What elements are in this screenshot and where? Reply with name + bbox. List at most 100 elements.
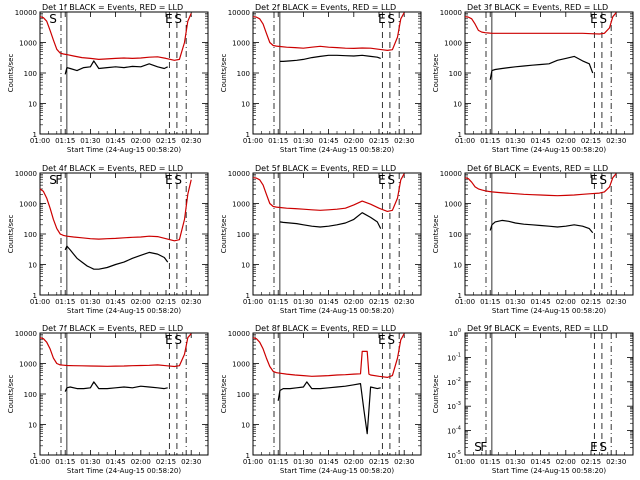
y-axis-label: Counts/sec bbox=[7, 54, 15, 93]
x-tick-label: 01:45 bbox=[531, 298, 551, 306]
y-tick-label: 10 bbox=[28, 101, 37, 109]
y-tick-label: 1 bbox=[458, 131, 462, 139]
y-tick-label: 1 bbox=[246, 452, 250, 460]
x-tick-label: 01:00 bbox=[243, 137, 263, 145]
marker-label: S bbox=[599, 173, 607, 187]
y-tick-label: 1000 bbox=[232, 361, 250, 369]
x-tick-label: 02:30 bbox=[606, 458, 626, 466]
y-tick-label: 1000 bbox=[19, 40, 37, 48]
x-axis-label: Start Time (24-Aug-15 00:58:20) bbox=[492, 146, 606, 154]
marker-label: S bbox=[599, 12, 607, 26]
panel-det-5f: Det 5f BLACK = Events, RED = LLD 1 10 100 10… bbox=[220, 164, 422, 315]
x-tick-label: 01:15 bbox=[55, 458, 75, 466]
x-tick-label: 01:00 bbox=[455, 458, 475, 466]
x-tick-label: 01:30 bbox=[293, 137, 313, 145]
y-tick-label: 1000 bbox=[444, 40, 462, 48]
x-tick-label: 01:00 bbox=[243, 298, 263, 306]
y-tick-label: 100 bbox=[237, 231, 250, 239]
y-tick-label: 100 bbox=[449, 70, 462, 78]
lld-series-line bbox=[464, 12, 617, 35]
x-axis-label: Start Time (24-Aug-15 00:58:20) bbox=[280, 467, 394, 475]
x-tick-label: 01:15 bbox=[55, 137, 75, 145]
x-tick-label: 02:30 bbox=[394, 298, 414, 306]
panel-title: Det 1f BLACK = Events, RED = LLD bbox=[42, 3, 183, 12]
x-tick-label: 01:45 bbox=[319, 458, 339, 466]
y-tick-label: 1000 bbox=[19, 201, 37, 209]
x-tick-label: 01:30 bbox=[293, 298, 313, 306]
panel-title: Det 4f BLACK = Events, RED = LLD bbox=[42, 164, 183, 173]
x-tick-label: 01:00 bbox=[455, 137, 475, 145]
panel-det-4f: Det 4f BLACK = Events, RED = LLD 1 10 100 10… bbox=[7, 164, 209, 315]
marker-label: E bbox=[378, 333, 386, 347]
x-axis-label: Start Time (24-Aug-15 00:58:20) bbox=[492, 307, 606, 315]
y-axis-label: Counts/sec bbox=[7, 215, 15, 254]
x-tick-label: 02:30 bbox=[181, 458, 201, 466]
y-axis-label: Counts/sec bbox=[220, 375, 228, 414]
x-tick-label: 01:15 bbox=[480, 137, 500, 145]
y-tick-label: 1000 bbox=[232, 201, 250, 209]
x-tick-label: 01:00 bbox=[30, 458, 50, 466]
x-tick-label: 02:30 bbox=[394, 137, 414, 145]
plot-frame bbox=[39, 172, 209, 296]
y-tick-label: 10000 bbox=[440, 9, 462, 17]
x-tick-label: 02:30 bbox=[181, 137, 201, 145]
x-axis-label: Start Time (24-Aug-15 00:58:20) bbox=[67, 146, 181, 154]
marker-label: S bbox=[474, 440, 482, 454]
panel-title: Det 3f BLACK = Events, RED = LLD bbox=[467, 3, 608, 12]
y-tick-label: 10-1 bbox=[447, 352, 461, 362]
marker-label: S bbox=[599, 440, 607, 454]
panel-det-1f: Det 1f BLACK = Events, RED = LLD 1 10 100 10… bbox=[7, 3, 209, 154]
y-tick-label: 10 bbox=[453, 262, 462, 270]
y-axis-label: Counts/sec bbox=[432, 375, 440, 414]
events-series-line bbox=[489, 219, 594, 234]
events-series-line bbox=[64, 381, 168, 392]
y-tick-label: 10-3 bbox=[447, 401, 461, 411]
y-tick-label: 1 bbox=[33, 131, 37, 139]
x-tick-label: 01:45 bbox=[106, 137, 126, 145]
x-tick-label: 02:00 bbox=[131, 137, 151, 145]
x-tick-label: 01:00 bbox=[243, 458, 263, 466]
y-tick-label: 10000 bbox=[15, 170, 37, 178]
y-tick-label: 10000 bbox=[15, 9, 37, 17]
x-tick-label: 01:45 bbox=[319, 298, 339, 306]
lld-series-line bbox=[39, 179, 192, 242]
y-axis-label: Counts/sec bbox=[432, 54, 440, 93]
panel-title: Det 5f BLACK = Events, RED = LLD bbox=[255, 164, 396, 173]
plot-frame bbox=[252, 172, 422, 296]
y-tick-label: 1000 bbox=[19, 361, 37, 369]
x-tick-label: 02:00 bbox=[556, 458, 576, 466]
x-tick-label: 01:30 bbox=[80, 458, 100, 466]
x-tick-label: 02:00 bbox=[556, 298, 576, 306]
x-tick-label: 01:15 bbox=[55, 298, 75, 306]
x-tick-label: 02:00 bbox=[344, 458, 364, 466]
panel-title: Det 2f BLACK = Events, RED = LLD bbox=[255, 3, 396, 12]
lld-series-line bbox=[252, 333, 405, 378]
x-tick-label: 02:30 bbox=[606, 298, 626, 306]
panel-title: Det 8f BLACK = Events, RED = LLD bbox=[255, 324, 396, 333]
y-tick-label: 10 bbox=[241, 262, 250, 270]
y-axis-label: Counts/sec bbox=[220, 54, 228, 93]
panel-title: Det 9f BLACK = Events, RED = LLD bbox=[467, 324, 608, 333]
panel-det-6f: Det 6f BLACK = Events, RED = LLD 1 10 100 10… bbox=[432, 164, 634, 315]
marker-label: S bbox=[174, 12, 182, 26]
panel-det-8f: Det 8f BLACK = Events, RED = LLD 1 10 100 10… bbox=[220, 324, 422, 475]
lld-series-line bbox=[252, 173, 405, 212]
lld-series-line bbox=[39, 333, 192, 368]
y-tick-label: 100 bbox=[449, 231, 462, 239]
x-tick-label: 02:30 bbox=[394, 458, 414, 466]
lld-series-line bbox=[39, 13, 192, 61]
x-tick-label: 02:15 bbox=[369, 458, 389, 466]
x-tick-label: 02:30 bbox=[181, 298, 201, 306]
y-axis-label: Counts/sec bbox=[432, 215, 440, 254]
y-tick-label: 100 bbox=[24, 231, 37, 239]
x-tick-label: 01:30 bbox=[505, 298, 525, 306]
x-tick-label: 02:15 bbox=[156, 458, 176, 466]
marker-label: E bbox=[165, 12, 173, 26]
panel-title: Det 7f BLACK = Events, RED = LLD bbox=[42, 324, 183, 333]
x-tick-label: 01:15 bbox=[480, 298, 500, 306]
x-tick-label: 01:30 bbox=[80, 137, 100, 145]
y-tick-label: 10000 bbox=[228, 9, 250, 17]
y-tick-label: 10000 bbox=[15, 330, 37, 338]
x-tick-label: 01:45 bbox=[106, 458, 126, 466]
